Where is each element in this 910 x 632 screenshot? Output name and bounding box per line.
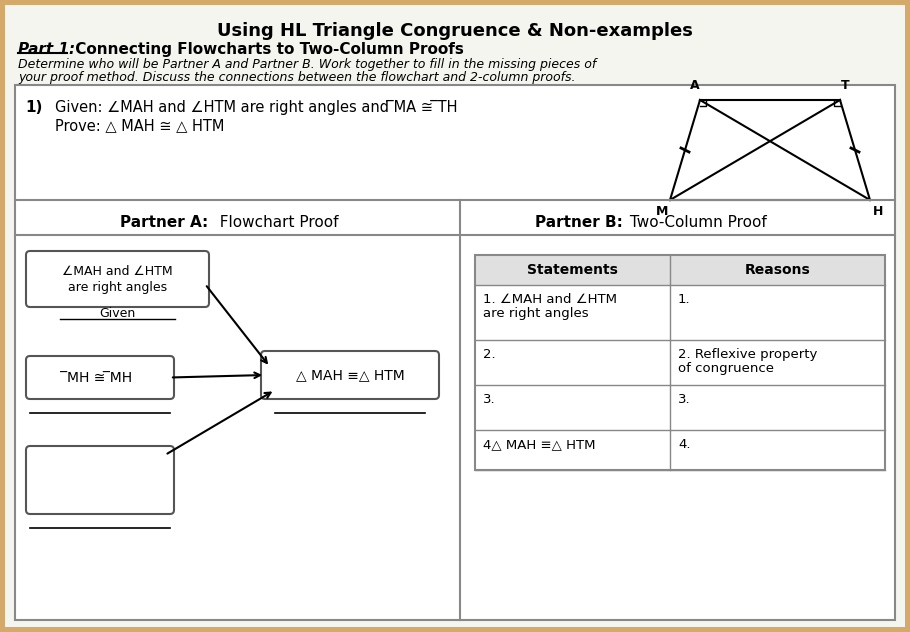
Text: 4△ MAH ≡△ HTM: 4△ MAH ≡△ HTM xyxy=(483,438,595,451)
Text: H: H xyxy=(873,205,884,218)
FancyBboxPatch shape xyxy=(261,351,439,399)
Text: Flowchart Proof: Flowchart Proof xyxy=(210,215,339,230)
FancyBboxPatch shape xyxy=(475,340,885,385)
Text: 2. Reflexive property: 2. Reflexive property xyxy=(678,348,817,361)
FancyBboxPatch shape xyxy=(475,255,885,285)
Text: T: T xyxy=(841,79,849,92)
Text: Part 1:: Part 1: xyxy=(18,42,76,57)
Text: 4.: 4. xyxy=(678,438,691,451)
Text: A: A xyxy=(690,79,700,92)
Text: 2.: 2. xyxy=(483,348,496,361)
FancyBboxPatch shape xyxy=(26,251,209,307)
FancyBboxPatch shape xyxy=(475,430,885,470)
Text: Given: ∠MAH and ∠HTM are right angles and ̅MA ≅ ̅TH: Given: ∠MAH and ∠HTM are right angles an… xyxy=(55,100,458,115)
Text: 1. ∠MAH and ∠HTM: 1. ∠MAH and ∠HTM xyxy=(483,293,617,306)
Text: are right angles: are right angles xyxy=(68,281,167,294)
Text: Statements: Statements xyxy=(527,263,618,277)
Text: are right angles: are right angles xyxy=(483,307,589,320)
Text: Prove: △ MAH ≅ △ HTM: Prove: △ MAH ≅ △ HTM xyxy=(55,118,225,133)
FancyBboxPatch shape xyxy=(26,356,174,399)
FancyBboxPatch shape xyxy=(475,385,885,430)
Text: 1.: 1. xyxy=(678,293,691,306)
Text: △ MAH ≡△ HTM: △ MAH ≡△ HTM xyxy=(296,368,404,382)
FancyBboxPatch shape xyxy=(5,5,905,627)
Text: Connecting Flowcharts to Two-Column Proofs: Connecting Flowcharts to Two-Column Proo… xyxy=(70,42,464,57)
FancyBboxPatch shape xyxy=(15,85,895,620)
Text: Using HL Triangle Congruence & Non-examples: Using HL Triangle Congruence & Non-examp… xyxy=(217,22,693,40)
FancyBboxPatch shape xyxy=(475,285,885,340)
Text: Two-Column Proof: Two-Column Proof xyxy=(625,215,767,230)
Text: ∠MAH and ∠HTM: ∠MAH and ∠HTM xyxy=(62,265,173,278)
Text: Partner B:: Partner B: xyxy=(535,215,622,230)
Text: Determine who will be Partner A and Partner B. Work together to fill in the miss: Determine who will be Partner A and Part… xyxy=(18,58,596,71)
Text: your proof method. Discuss the connections between the flowchart and 2-column pr: your proof method. Discuss the connectio… xyxy=(18,71,575,84)
Text: Partner A:: Partner A: xyxy=(120,215,208,230)
Text: 3.: 3. xyxy=(483,393,496,406)
Text: Reasons: Reasons xyxy=(744,263,811,277)
Text: 1): 1) xyxy=(25,100,43,115)
Text: M: M xyxy=(656,205,668,218)
Text: ̅MH ≅ ̅MH: ̅MH ≅ ̅MH xyxy=(67,370,133,384)
Text: of congruence: of congruence xyxy=(678,362,774,375)
FancyBboxPatch shape xyxy=(26,446,174,514)
Text: Given: Given xyxy=(99,307,136,320)
Text: 3.: 3. xyxy=(678,393,691,406)
